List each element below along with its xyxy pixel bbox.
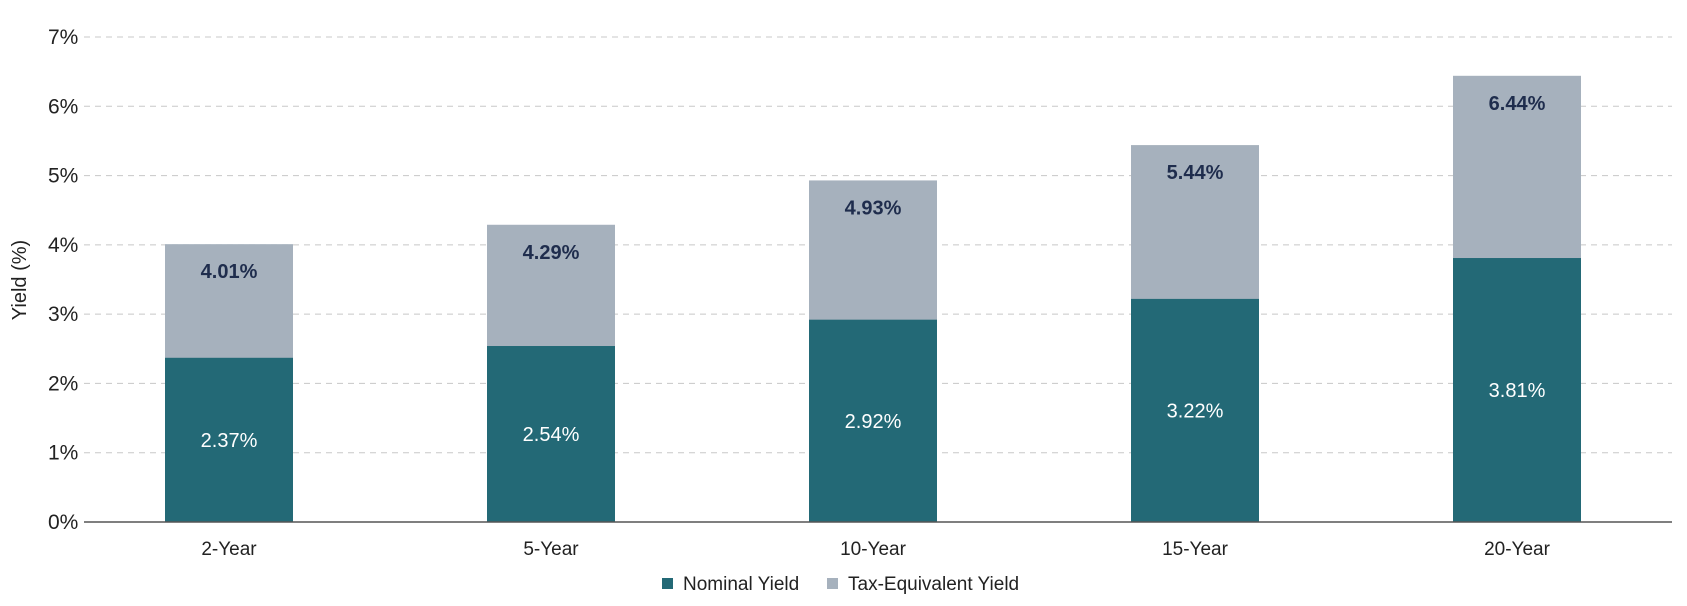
legend-swatch [662,578,673,589]
data-label-tax-equivalent: 4.29% [523,242,580,264]
legend-label: Nominal Yield [683,574,799,595]
y-axis-title: Yield (%) [9,240,31,320]
bar-layer [165,76,1581,522]
x-category-label: 10-Year [840,539,907,560]
legend-label: Tax-Equivalent Yield [848,574,1019,595]
legend-swatch [827,578,838,589]
y-tick-label: 7% [48,26,78,49]
data-label-nominal: 3.81% [1489,380,1546,402]
x-category-label: 20-Year [1484,539,1551,560]
data-label-tax-equivalent: 5.44% [1167,162,1224,184]
y-tick-label: 3% [48,303,78,326]
y-tick-label: 0% [48,511,78,534]
x-category-label: 15-Year [1162,539,1229,560]
x-category-label: 5-Year [523,539,579,560]
legend: Nominal Yield Tax-Equivalent Yield [662,574,1019,595]
data-label-nominal: 2.92% [845,411,902,433]
data-label-nominal: 2.37% [201,430,258,452]
data-label-tax-equivalent: 4.93% [845,197,902,219]
y-tick-label: 1% [48,442,78,465]
data-label-tax-equivalent: 4.01% [201,261,258,283]
y-tick-label: 5% [48,165,78,188]
y-tick-label: 4% [48,234,78,257]
y-tick-label: 6% [48,95,78,118]
y-tick-label: 2% [48,372,78,395]
data-label-nominal: 2.54% [523,424,580,446]
x-category-label: 2-Year [201,539,257,560]
data-label-nominal: 3.22% [1167,400,1224,422]
data-label-tax-equivalent: 6.44% [1489,93,1546,115]
